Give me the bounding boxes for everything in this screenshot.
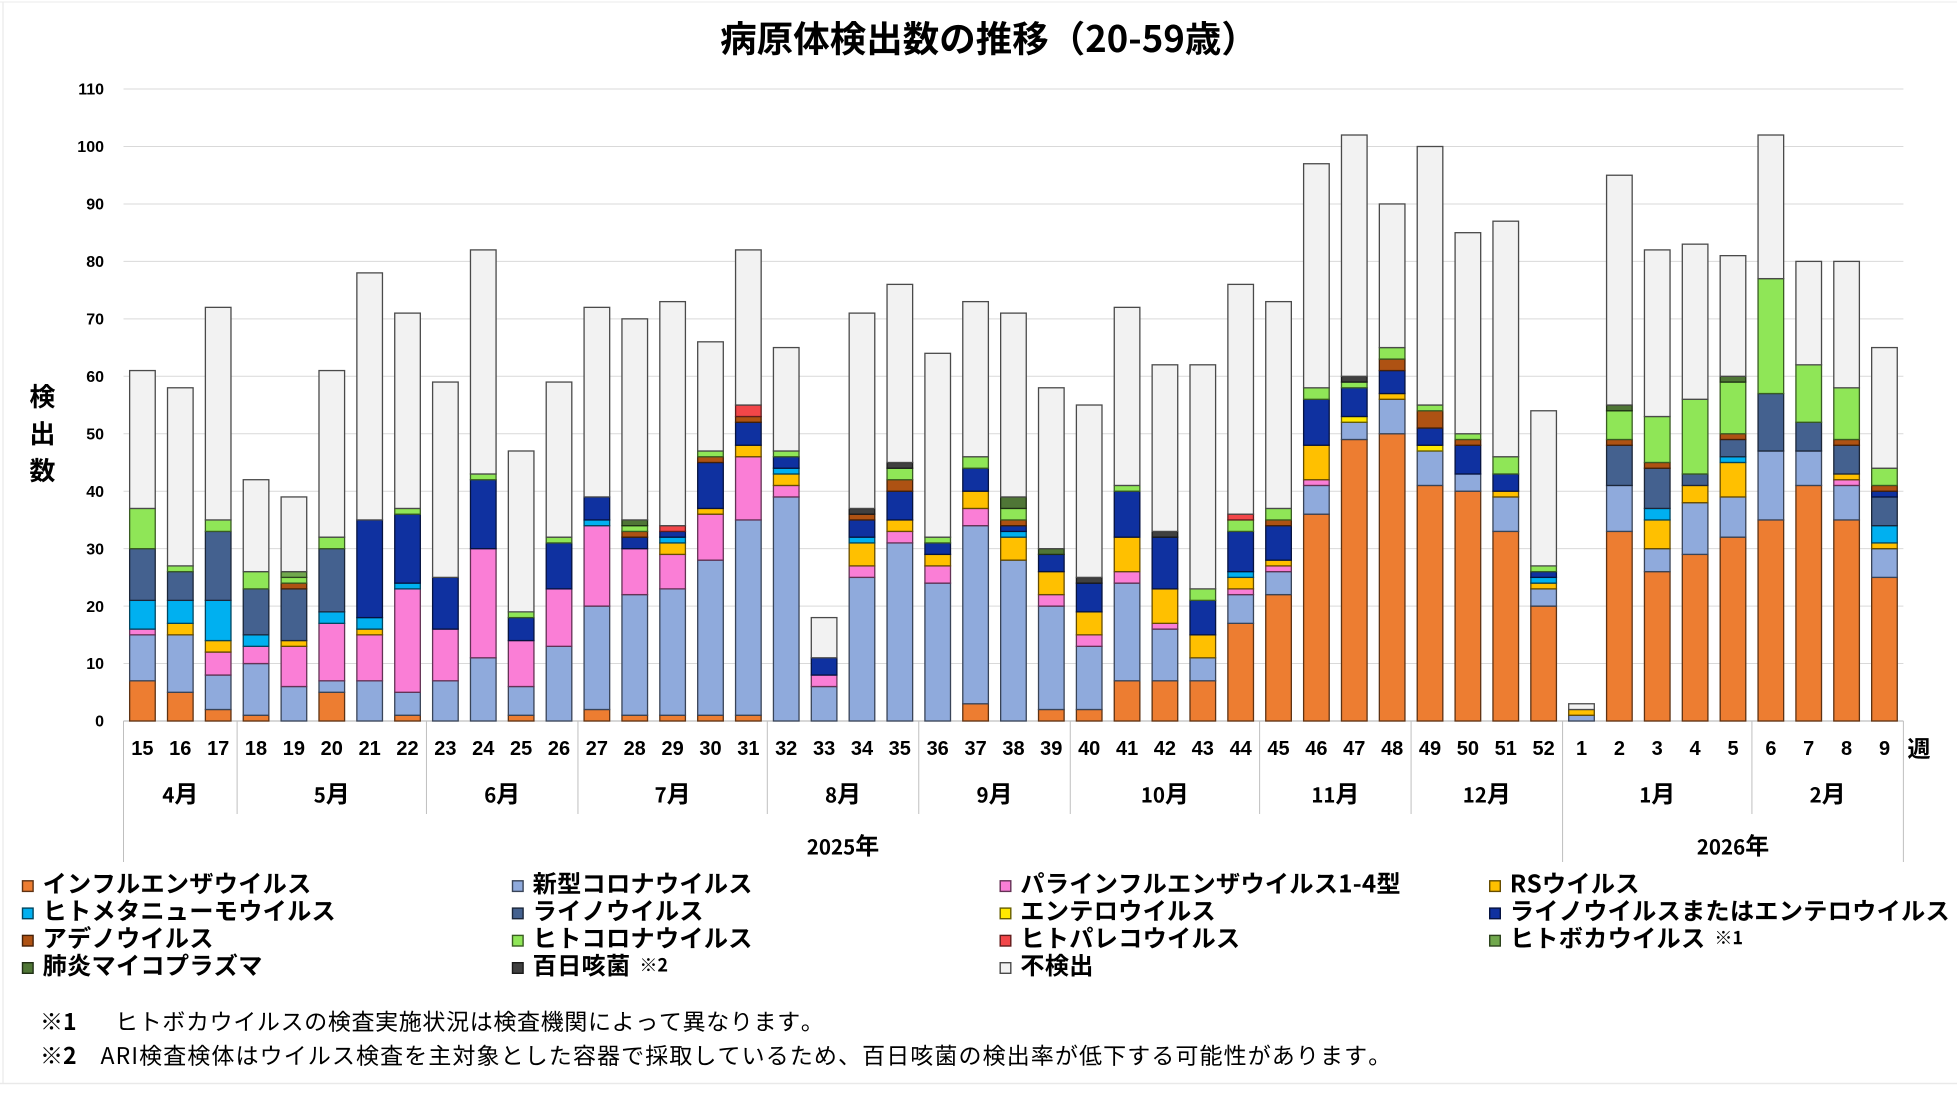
svg-text:110: 110 [78,82,104,99]
svg-text:4: 4 [1690,738,1702,760]
svg-text:3: 3 [1652,738,1663,760]
svg-text:60: 60 [86,369,104,386]
svg-text:51: 51 [1495,738,1517,760]
svg-text:20: 20 [86,599,104,616]
svg-text:100: 100 [77,139,104,156]
svg-text:26: 26 [548,738,570,760]
svg-text:42: 42 [1154,738,1176,760]
svg-text:21: 21 [359,738,381,760]
svg-text:10: 10 [86,656,104,673]
svg-text:8: 8 [1841,738,1852,760]
svg-text:47: 47 [1343,738,1365,760]
svg-text:9: 9 [1879,738,1890,760]
svg-text:48: 48 [1381,738,1403,760]
svg-text:0: 0 [95,714,104,731]
svg-text:2: 2 [1614,738,1625,760]
svg-text:24: 24 [472,738,495,760]
svg-text:22: 22 [396,738,418,760]
svg-text:52: 52 [1532,738,1554,760]
svg-text:39: 39 [1040,738,1062,760]
svg-text:18: 18 [245,738,267,760]
svg-text:7: 7 [1803,738,1814,760]
svg-text:90: 90 [86,197,104,214]
svg-text:31: 31 [737,738,759,760]
svg-text:34: 34 [851,738,874,760]
svg-text:25: 25 [510,738,532,760]
svg-text:27: 27 [586,738,608,760]
svg-text:23: 23 [434,738,456,760]
svg-text:70: 70 [86,312,104,329]
svg-text:45: 45 [1267,738,1289,760]
svg-text:35: 35 [889,738,911,760]
svg-text:46: 46 [1305,738,1327,760]
svg-text:43: 43 [1192,738,1214,760]
svg-text:40: 40 [1078,738,1100,760]
svg-text:38: 38 [1002,738,1024,760]
svg-text:29: 29 [661,738,683,760]
svg-text:49: 49 [1419,738,1441,760]
svg-text:36: 36 [927,738,949,760]
svg-text:1: 1 [1576,738,1587,760]
svg-text:40: 40 [86,484,104,501]
svg-text:20: 20 [321,738,343,760]
svg-text:30: 30 [86,541,104,558]
svg-text:50: 50 [1457,738,1479,760]
svg-text:32: 32 [775,738,797,760]
svg-text:15: 15 [131,738,153,760]
svg-text:30: 30 [699,738,721,760]
svg-text:17: 17 [207,738,229,760]
svg-text:16: 16 [169,738,191,760]
svg-text:5: 5 [1727,738,1738,760]
svg-text:28: 28 [624,738,646,760]
svg-text:80: 80 [86,254,104,271]
svg-text:33: 33 [813,738,835,760]
svg-text:19: 19 [283,738,305,760]
svg-text:44: 44 [1230,738,1253,760]
svg-text:50: 50 [86,426,104,443]
svg-text:37: 37 [964,738,986,760]
svg-text:6: 6 [1765,738,1776,760]
svg-text:41: 41 [1116,738,1138,760]
